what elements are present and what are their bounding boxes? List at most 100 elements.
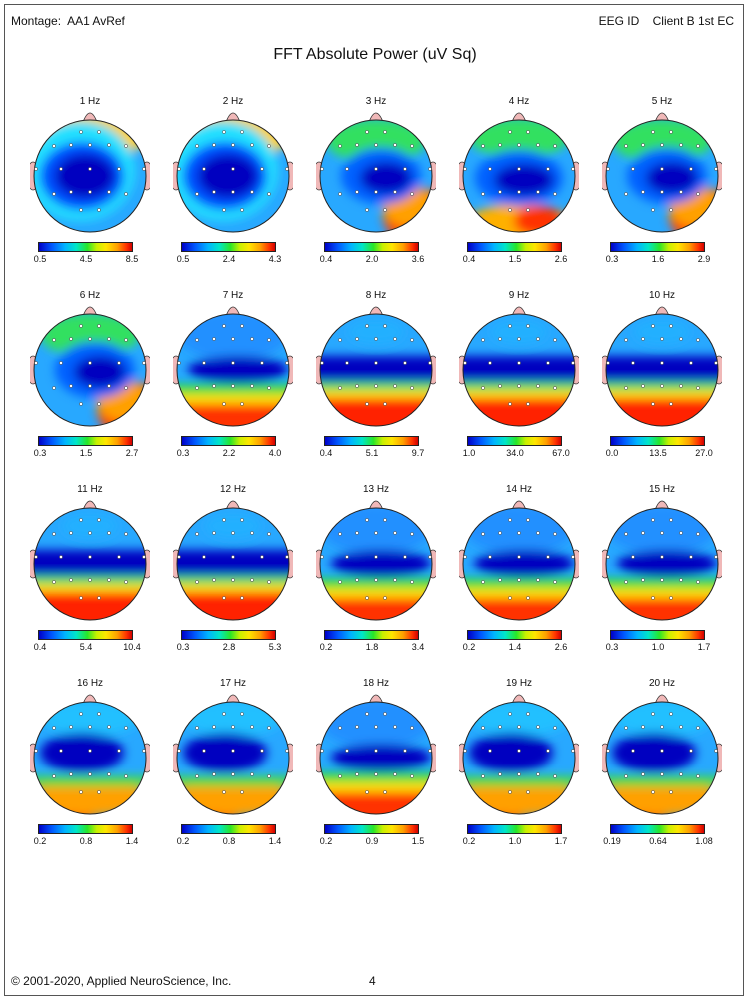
electrode-marker xyxy=(107,337,111,341)
color-scale-tick: 1.5 xyxy=(411,836,425,846)
electrode-marker xyxy=(250,725,254,729)
electrode-marker xyxy=(97,518,101,522)
electrode-marker xyxy=(481,192,485,196)
electrode-marker xyxy=(571,555,575,559)
color-scale-tick: 10.4 xyxy=(123,642,141,652)
electrode-marker xyxy=(463,361,467,365)
electrode-marker xyxy=(383,324,387,328)
electrode-marker xyxy=(553,144,557,148)
electrode-marker xyxy=(536,143,540,147)
electrode-marker xyxy=(641,772,645,776)
head-map xyxy=(459,694,579,815)
head-map xyxy=(602,694,722,815)
electrode-marker xyxy=(320,361,324,365)
electrode-marker xyxy=(669,130,673,134)
color-scale-bar xyxy=(610,824,705,834)
topomap-frequency-label: 6 Hz xyxy=(79,290,101,301)
electrode-marker xyxy=(641,190,645,194)
electrode-marker xyxy=(365,130,369,134)
electrode-marker xyxy=(498,578,502,582)
electrode-marker xyxy=(69,337,73,341)
electrode-marker xyxy=(383,402,387,406)
electrode-marker xyxy=(338,192,342,196)
electrode-marker xyxy=(606,555,610,559)
color-scale-bar xyxy=(181,630,276,640)
electrode-marker xyxy=(696,192,700,196)
topomap-7: 7 Hz 0.3 2.2 4.0 xyxy=(173,290,293,460)
electrode-marker xyxy=(641,337,645,341)
electrode-marker xyxy=(488,167,492,171)
electrode-marker xyxy=(571,167,575,171)
head-map xyxy=(173,112,293,233)
electrode-marker xyxy=(212,578,216,582)
electrode-marker xyxy=(631,749,635,753)
electrode-marker xyxy=(69,772,73,776)
electrode-marker xyxy=(202,749,206,753)
color-scale-tick: 0.4 xyxy=(462,254,476,264)
topomap-5: 5 Hz 0.3 1.6 2.9 xyxy=(602,96,722,266)
head-map xyxy=(316,500,436,621)
topomap-frequency-label: 16 Hz xyxy=(76,678,104,689)
electrode-marker xyxy=(606,749,610,753)
electrode-marker xyxy=(624,532,628,536)
electrode-marker xyxy=(651,790,655,794)
color-scale-tick: 0.3 xyxy=(33,448,47,458)
electrode-marker xyxy=(374,531,378,535)
electrode-marker xyxy=(260,749,264,753)
electrode-marker xyxy=(651,130,655,134)
montage-label: Montage: xyxy=(11,14,62,28)
electrode-marker xyxy=(526,130,530,134)
electrode-marker xyxy=(714,361,718,365)
electrode-marker xyxy=(222,712,226,716)
electrode-marker xyxy=(240,324,244,328)
electrode-marker xyxy=(52,338,56,342)
electrode-marker xyxy=(231,143,235,147)
color-scale-tick: 0.5 xyxy=(176,254,190,264)
head-outline xyxy=(462,701,576,815)
color-scale-bar xyxy=(181,242,276,252)
head-map xyxy=(316,694,436,815)
topomap-3: 3 Hz 0.4 2.0 3.6 xyxy=(316,96,436,266)
electrode-marker xyxy=(641,578,645,582)
electrode-marker xyxy=(222,402,226,406)
electrode-marker xyxy=(624,192,628,196)
electrode-marker xyxy=(403,361,407,365)
color-scale-tick: 1.0 xyxy=(651,642,665,652)
electrode-marker xyxy=(517,578,521,582)
electrode-marker xyxy=(365,596,369,600)
electrode-marker xyxy=(689,361,693,365)
topomap-20: 20 Hz 0.19 0.64 1.08 xyxy=(602,678,722,848)
electrode-marker xyxy=(393,384,397,388)
electrode-marker xyxy=(345,167,349,171)
electrode-marker xyxy=(97,208,101,212)
electrode-marker xyxy=(410,774,414,778)
electrode-marker xyxy=(231,361,235,365)
color-scale-tick: 2.4 xyxy=(222,254,236,264)
electrode-marker xyxy=(606,167,610,171)
electrode-marker xyxy=(97,596,101,600)
electrode-marker xyxy=(365,324,369,328)
electrode-marker xyxy=(517,190,521,194)
electrode-marker xyxy=(463,555,467,559)
electrode-marker xyxy=(79,402,83,406)
electrode-marker xyxy=(696,144,700,148)
electrode-marker xyxy=(79,790,83,794)
electrode-marker xyxy=(34,361,38,365)
electrode-marker xyxy=(393,725,397,729)
electrode-marker xyxy=(69,578,73,582)
color-scale-tick: 4.5 xyxy=(79,254,93,264)
color-scale-bar xyxy=(467,630,562,640)
head-outline xyxy=(605,701,719,815)
electrode-marker xyxy=(669,324,673,328)
color-scale-bar xyxy=(324,436,419,446)
electrode-marker xyxy=(374,578,378,582)
electrode-marker xyxy=(52,144,56,148)
head-map xyxy=(316,112,436,233)
electrode-marker xyxy=(88,190,92,194)
electrode-marker xyxy=(374,190,378,194)
electrode-marker xyxy=(679,772,683,776)
electrode-marker xyxy=(107,531,111,535)
electrode-marker xyxy=(88,749,92,753)
electrode-marker xyxy=(526,596,530,600)
electrode-marker xyxy=(536,578,540,582)
